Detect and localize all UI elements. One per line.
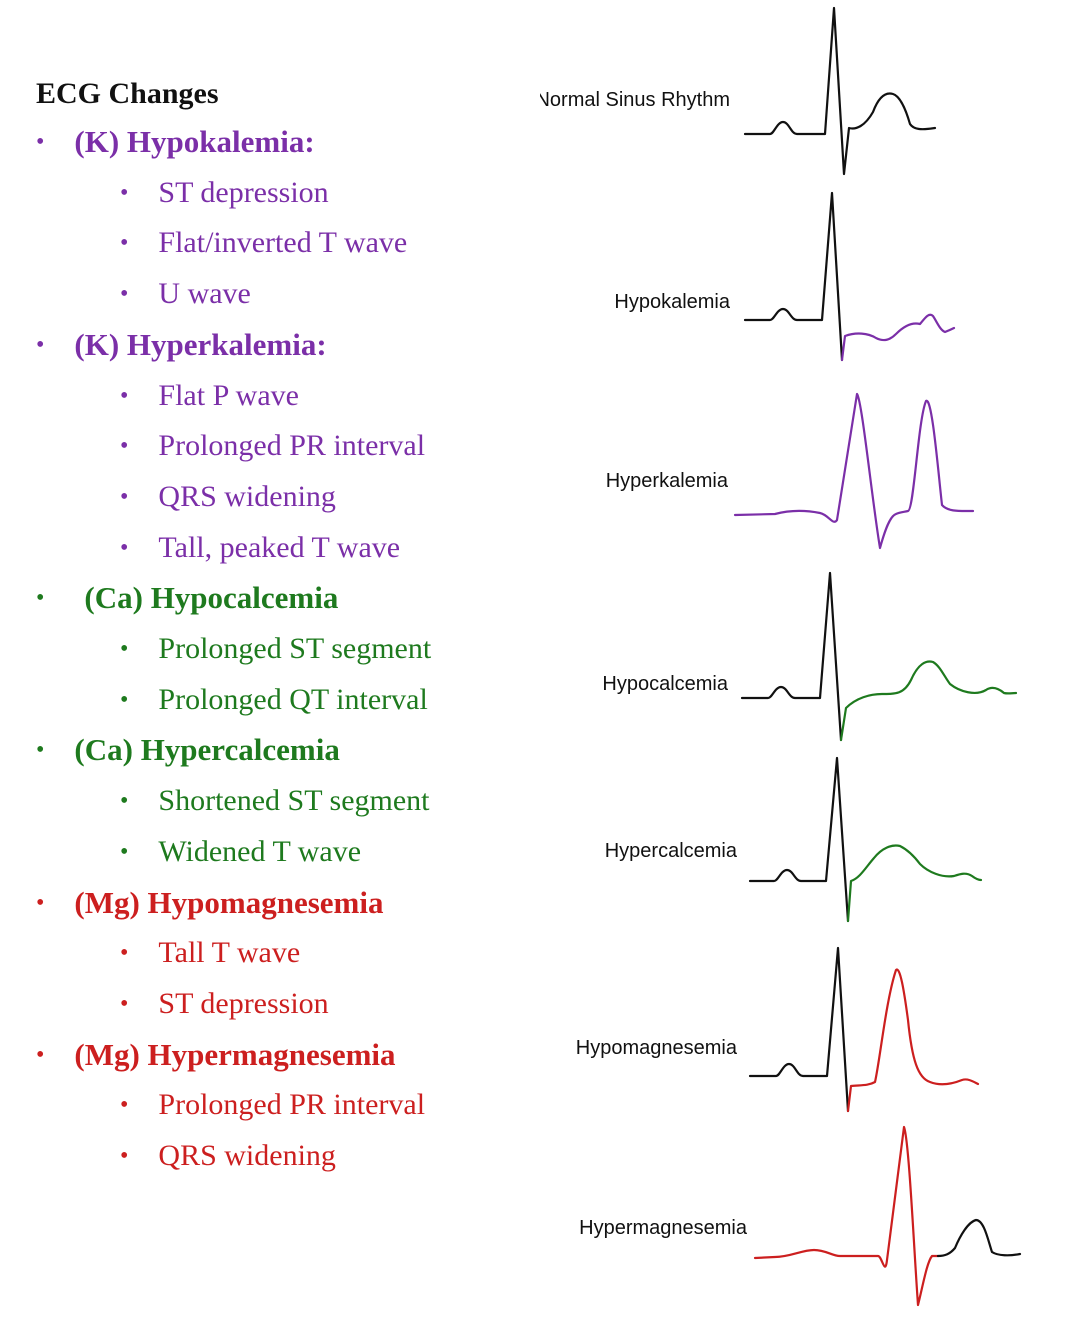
trace-label-hypermagnesemia: Hypermagnesemia xyxy=(579,1217,748,1239)
list-item-hyperkalemia: • Tall, peaked T wave xyxy=(120,526,400,570)
bullet-icon: • xyxy=(120,686,129,713)
list-item-label: Tall T wave xyxy=(158,936,301,970)
page-title: ECG Changes xyxy=(36,77,219,110)
list-item-hypomagnesemia: • ST depression xyxy=(120,982,329,1026)
list-item-hypocalcemia: • Prolonged QT interval xyxy=(120,678,428,722)
list-item-label: Shortened ST segment xyxy=(158,784,430,818)
list-item-label: QRS widening xyxy=(158,1139,336,1172)
list-item-hypercalcemia: • Widened T wave xyxy=(120,830,361,874)
bullet-icon: • xyxy=(120,1143,129,1169)
bullet-icon: • xyxy=(120,838,129,865)
bullet-icon: • xyxy=(36,585,45,612)
bullet-icon: • xyxy=(120,281,129,308)
trace-hypokalemia-baseline xyxy=(743,191,844,362)
trace-normal-sinus-rhythm xyxy=(743,6,937,176)
list-item-label: Prolonged QT interval xyxy=(158,682,428,716)
list-item-hypokalemia: • Flat/inverted T wave xyxy=(120,221,407,265)
list-item-hypomagnesemia: • Tall T wave xyxy=(120,931,300,975)
ecg-changes-list: ECG Changes • (K) Hypokalemia: • ST depress… xyxy=(36,77,431,1178)
section-heading-label: (Mg) Hypomagnesemia xyxy=(74,884,384,920)
trace-label-hyperkalemia: Hyperkalemia xyxy=(606,470,729,492)
bullet-icon: • xyxy=(36,129,45,155)
section-heading-hyperkalemia: • (K) Hyperkalemia: xyxy=(36,323,327,367)
bullet-icon: • xyxy=(120,636,129,662)
list-item-label: Widened T wave xyxy=(158,834,362,868)
section-heading-hypomagnesemia: • (Mg) Hypomagnesemia xyxy=(36,881,384,925)
list-item-label: Prolonged PR interval xyxy=(158,1088,426,1122)
trace-label-hypokalemia: Hypokalemia xyxy=(614,291,730,313)
bullet-icon: • xyxy=(36,889,45,916)
list-item-label: ST depression xyxy=(158,175,329,209)
bullet-icon: • xyxy=(120,940,129,967)
trace-hypomagnesemia-change xyxy=(846,968,980,1113)
list-item-hypocalcemia: • Prolonged ST segment xyxy=(120,627,431,671)
trace-hypocalcemia-change xyxy=(839,660,1018,742)
section-heading-hypercalcemia: • (Ca) Hypercalcemia xyxy=(36,728,340,772)
trace-hypocalcemia-baseline xyxy=(740,571,843,742)
list-item-label: Flat P wave xyxy=(158,378,299,412)
section-heading-hypokalemia: • (K) Hypokalemia: xyxy=(36,120,315,164)
list-item-hypokalemia: • U wave xyxy=(120,272,251,316)
list-item-hypercalcemia: • Shortened ST segment xyxy=(120,779,430,823)
trace-hypokalemia-change xyxy=(840,313,956,362)
section-heading-label: (K) Hypokalemia: xyxy=(74,124,315,159)
trace-hypermagnesemia-change xyxy=(753,1125,940,1307)
bullet-icon: • xyxy=(120,433,129,460)
bullet-icon: • xyxy=(120,483,129,510)
section-heading-label: (Mg) Hypermagnesemia xyxy=(74,1036,396,1072)
section-heading-hypocalcemia: • (Ca) Hypocalcemia xyxy=(36,576,338,620)
trace-hypercalcemia-baseline xyxy=(748,756,850,923)
list-item-hypermagnesemia: • QRS widening xyxy=(120,1134,336,1178)
section-heading-label: (Ca) Hypocalcemia xyxy=(84,580,339,616)
bullet-icon: • xyxy=(36,737,45,764)
list-item-hyperkalemia: • QRS widening xyxy=(120,475,336,519)
list-item-label: Flat/inverted T wave xyxy=(158,226,408,260)
ecg-trace-diagram: Normal Sinus Rhythm Hypokalemia Hyperkalem… xyxy=(540,0,1075,1331)
list-item-label: Prolonged PR interval xyxy=(158,429,426,463)
list-item-label: Tall, peaked T wave xyxy=(158,530,401,564)
list-item-hyperkalemia: • Flat P wave xyxy=(120,374,299,418)
bullet-icon: • xyxy=(36,331,45,358)
section-heading-label: (Ca) Hypercalcemia xyxy=(74,732,340,768)
bullet-icon: • xyxy=(120,179,129,206)
bullet-icon: • xyxy=(120,990,129,1017)
bullet-icon: • xyxy=(120,788,129,815)
bullet-icon: • xyxy=(120,1092,129,1119)
list-item-hypokalemia: • ST depression xyxy=(120,171,329,215)
bullet-icon: • xyxy=(120,534,129,561)
section-heading-hypermagnesemia: • (Mg) Hypermagnesemia xyxy=(36,1033,396,1077)
list-item-label: QRS widening xyxy=(158,479,336,513)
trace-label-hypocalcemia: Hypocalcemia xyxy=(602,673,728,695)
list-item-label: ST depression xyxy=(158,986,329,1020)
list-item-hypermagnesemia: • Prolonged PR interval xyxy=(120,1083,425,1127)
trace-hypomagnesemia-baseline xyxy=(748,946,850,1113)
list-item-label: U wave xyxy=(158,277,251,311)
trace-hypercalcemia-change xyxy=(846,844,983,923)
list-item-label: Prolonged ST segment xyxy=(158,632,432,665)
trace-label-hypomagnesemia: Hypomagnesemia xyxy=(576,1037,738,1059)
trace-hypermagnesemia-baseline xyxy=(936,1218,1022,1258)
bullet-icon: • xyxy=(36,1041,45,1068)
ecg-traces-svg: Normal Sinus Rhythm Hypokalemia Hyperkalem… xyxy=(540,6,1022,1307)
list-item-hyperkalemia: • Prolonged PR interval xyxy=(120,424,425,468)
section-heading-label: (K) Hyperkalemia: xyxy=(74,326,327,362)
trace-label-normal: Normal Sinus Rhythm xyxy=(540,89,730,111)
bullet-icon: • xyxy=(120,230,129,257)
bullet-icon: • xyxy=(120,382,129,409)
trace-label-hypercalcemia: Hypercalcemia xyxy=(605,840,738,862)
trace-hyperkalemia xyxy=(733,392,975,550)
